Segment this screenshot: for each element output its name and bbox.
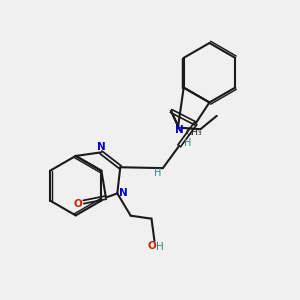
Text: O: O [74, 200, 82, 209]
Text: H: H [154, 168, 161, 178]
Text: H: H [184, 138, 191, 148]
Text: O: O [148, 241, 157, 251]
Text: CH₃: CH₃ [185, 128, 202, 137]
Text: N: N [175, 125, 184, 135]
Text: N: N [119, 188, 128, 198]
Text: H: H [156, 242, 164, 252]
Text: N: N [97, 142, 106, 152]
